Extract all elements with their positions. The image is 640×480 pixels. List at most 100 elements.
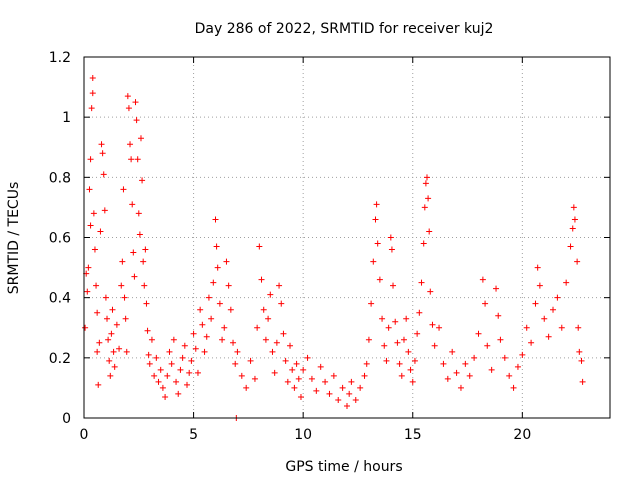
data-point [144, 327, 151, 334]
data-point [403, 315, 410, 322]
data-point [453, 369, 460, 376]
data-point [192, 345, 199, 352]
data-point [262, 336, 269, 343]
data-point [300, 366, 307, 373]
data-point [197, 306, 204, 313]
data-point [135, 210, 142, 217]
data-point [157, 366, 164, 373]
data-point [534, 264, 541, 271]
data-point [304, 354, 311, 361]
data-point [96, 339, 103, 346]
data-point [370, 258, 377, 265]
data-point [102, 294, 109, 301]
data-point [519, 351, 526, 358]
data-point [230, 339, 237, 346]
data-point [101, 207, 108, 214]
data-point [213, 243, 220, 250]
data-point [407, 366, 414, 373]
data-point [514, 363, 521, 370]
data-point [120, 186, 127, 193]
axis-ticks: 0 5 10 15 20 0 0.2 0.4 0.6 0.8 1 1.2 [49, 50, 610, 443]
data-point [267, 291, 274, 298]
data-point [532, 300, 539, 307]
y-tick-label: 0.4 [49, 291, 71, 307]
data-point [330, 372, 337, 379]
data-point [104, 315, 111, 322]
data-points [82, 75, 586, 421]
data-point [567, 243, 574, 250]
data-point [569, 225, 576, 232]
data-point [108, 330, 115, 337]
data-point [225, 282, 232, 289]
data-point [111, 363, 118, 370]
data-point [409, 378, 416, 385]
data-point [392, 318, 399, 325]
data-point [258, 276, 265, 283]
data-point [466, 372, 473, 379]
data-point [431, 342, 438, 349]
data-point [243, 384, 250, 391]
data-point [396, 360, 403, 367]
x-tick-label: 5 [189, 427, 198, 443]
data-point [212, 216, 219, 223]
data-point [578, 357, 585, 364]
data-point [574, 258, 581, 265]
data-point [186, 369, 193, 376]
data-point [175, 390, 182, 397]
data-point [146, 360, 153, 367]
data-point [422, 180, 429, 187]
data-point [390, 282, 397, 289]
data-point [554, 294, 561, 301]
data-point [425, 195, 432, 202]
data-point [254, 324, 261, 331]
data-point [368, 300, 375, 307]
data-point [479, 276, 486, 283]
data-point [106, 357, 113, 364]
data-point [82, 324, 89, 331]
data-point [326, 390, 333, 397]
data-point [145, 351, 152, 358]
data-point [122, 315, 129, 322]
data-point [276, 282, 283, 289]
data-point [576, 348, 583, 355]
data-point [471, 354, 478, 361]
data-point [365, 336, 372, 343]
data-point [280, 330, 287, 337]
data-point [414, 330, 421, 337]
data-point [85, 264, 92, 271]
data-point [575, 324, 582, 331]
data-point [506, 372, 513, 379]
data-point [493, 285, 500, 292]
data-point [173, 378, 180, 385]
data-point [113, 321, 120, 328]
data-point [89, 90, 96, 97]
data-point [536, 282, 543, 289]
data-point [140, 258, 147, 265]
data-point [317, 363, 324, 370]
y-tick-label: 0.6 [49, 231, 71, 247]
data-point [497, 336, 504, 343]
data-point [153, 354, 160, 361]
data-point [278, 300, 285, 307]
data-point [418, 279, 425, 286]
data-point [251, 375, 258, 382]
x-tick-label: 10 [294, 427, 312, 443]
x-tick-label: 15 [404, 427, 422, 443]
data-point [381, 342, 388, 349]
data-point [221, 324, 228, 331]
data-point [271, 369, 278, 376]
data-point [95, 381, 102, 388]
data-point [541, 315, 548, 322]
data-point [227, 306, 234, 313]
data-point [155, 378, 162, 385]
data-point [510, 384, 517, 391]
data-point [94, 348, 101, 355]
data-point [89, 75, 96, 82]
data-point [291, 384, 298, 391]
data-point [123, 348, 130, 355]
data-point [116, 345, 123, 352]
grid [84, 57, 610, 418]
data-point [427, 288, 434, 295]
data-point [388, 246, 395, 253]
